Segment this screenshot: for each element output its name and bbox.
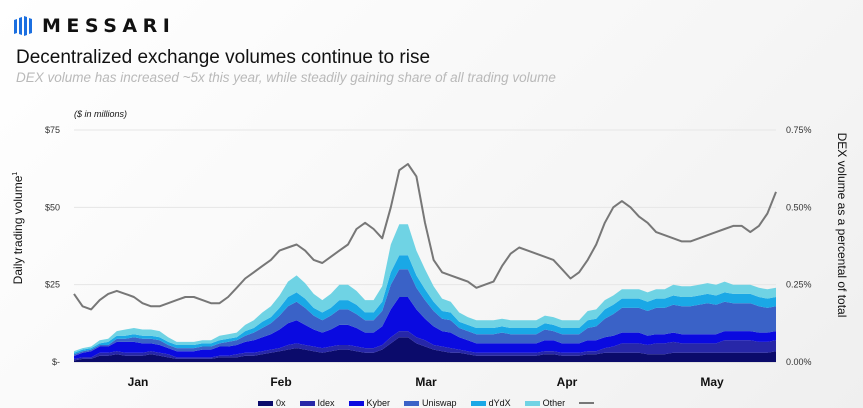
legend-label: 0x [276, 398, 286, 408]
area-dydx [74, 255, 776, 355]
axis-labels: $- $25 $50 $75 0.00% 0.25% 0.50% 0.75% Jan Feb Mar… [11, 109, 849, 389]
left-tick-label: $75 [45, 125, 60, 135]
right-tick-label: 0.75% [786, 125, 812, 135]
legend-swatch [404, 400, 420, 406]
legend-label: dYdX [488, 398, 511, 408]
legend-label: Uniswap [422, 398, 457, 408]
legend-item: Other [524, 398, 566, 408]
month-label: Jan [128, 375, 149, 389]
left-axis-title: Daily trading volume1 [11, 172, 25, 285]
month-label: Apr [557, 375, 578, 389]
left-tick-label: $50 [45, 202, 60, 212]
month-label: Mar [415, 375, 437, 389]
legend-item: Uniswap [404, 398, 457, 408]
area-kyber [74, 297, 776, 359]
month-label: May [700, 375, 724, 389]
area-idex [74, 331, 776, 361]
area-uniswap [74, 269, 776, 356]
brand-name: MESSARI [42, 15, 176, 37]
area-0x [74, 337, 776, 362]
chart-subtitle: DEX volume has increased ~5x this year, … [16, 70, 556, 85]
left-tick-label: $25 [45, 280, 60, 290]
legend-swatch [579, 402, 595, 404]
legend-item [579, 402, 595, 404]
units-note: ($ in millions) [74, 109, 127, 119]
legend-swatch [470, 400, 486, 406]
legend-swatch [299, 400, 315, 406]
chart-title: Decentralized exchange volumes continue … [16, 47, 431, 68]
percent-line-group [73, 163, 777, 311]
legend-swatch [348, 400, 364, 406]
legend-item: Kyber [348, 398, 391, 408]
area-other [74, 224, 776, 353]
legend-swatch [524, 400, 540, 406]
month-label: Feb [270, 375, 291, 389]
chart-legend: 0x Idex Kyber Uniswap dYdX Other [258, 398, 595, 408]
messari-logo: MESSARI [14, 14, 175, 38]
messari-logo-mark-icon [14, 16, 32, 36]
right-tick-label: 0.50% [786, 202, 812, 212]
legend-label: Idex [317, 398, 335, 408]
left-tick-label: $- [52, 357, 60, 367]
percent-line [73, 163, 777, 311]
stacked-areas [74, 224, 776, 362]
legend-item: 0x [258, 398, 286, 408]
dex-volume-chart: $- $25 $50 $75 0.00% 0.25% 0.50% 0.75% Jan Feb Mar… [11, 109, 849, 389]
legend-item: dYdX [470, 398, 511, 408]
legend-label: Other [542, 398, 566, 408]
legend-swatch [258, 400, 273, 406]
right-tick-label: 0.25% [786, 280, 812, 290]
right-tick-label: 0.00% [786, 357, 812, 367]
legend-item: Idex [299, 398, 335, 408]
legend-label: Kyber [366, 398, 391, 408]
right-axis-title: DEX volume as a percental of total [835, 133, 849, 318]
footnote-mark: 1 [12, 172, 19, 176]
